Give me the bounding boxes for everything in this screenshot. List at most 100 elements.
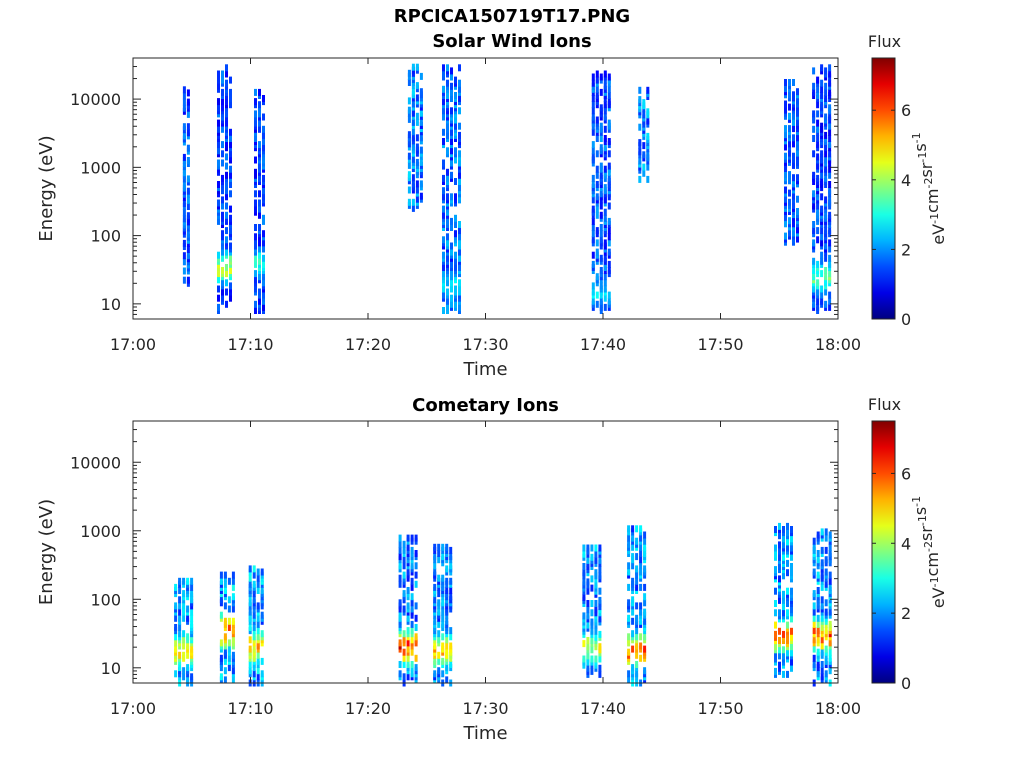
- flux-cell: [778, 575, 781, 583]
- flux-cell: [458, 221, 461, 228]
- flux-cell: [174, 645, 178, 653]
- flux-cell: [182, 86, 186, 94]
- flux-cell: [790, 587, 793, 595]
- flux-cell: [182, 636, 186, 644]
- flux-cell: [248, 667, 252, 675]
- flux-cell: [796, 235, 799, 243]
- flux-cell: [591, 141, 595, 149]
- flux-cell: [174, 602, 178, 610]
- flux-cell: [446, 131, 449, 139]
- flux-cell: [254, 156, 257, 164]
- flux-cell: [828, 88, 832, 96]
- flux-cell: [225, 70, 228, 78]
- flux-cell: [824, 627, 828, 635]
- flux-cell: [607, 73, 611, 81]
- flux-cell: [229, 190, 232, 198]
- flux-cell: [254, 110, 257, 118]
- flux-cell: [820, 583, 824, 591]
- flux-cell: [784, 85, 787, 93]
- flux-cell: [449, 633, 453, 641]
- flux-cell: [816, 125, 820, 133]
- flux-cell: [252, 670, 256, 678]
- flux-cell: [598, 643, 602, 651]
- flux-cell: [450, 88, 453, 96]
- flux-cell: [221, 150, 224, 158]
- flux-cell: [607, 138, 611, 145]
- flux-cell: [786, 544, 789, 552]
- flux-cell: [442, 64, 445, 72]
- flux-cell: [256, 568, 260, 576]
- flux-cell: [442, 205, 445, 213]
- flux-cell: [824, 546, 828, 554]
- flux-cell: [186, 110, 190, 118]
- flux-cell: [225, 171, 228, 179]
- colorbar-tick-label: 2: [901, 604, 911, 623]
- flux-cell: [182, 667, 186, 675]
- flux-cell: [607, 239, 611, 247]
- flux-cell: [454, 147, 457, 155]
- flux-cell: [442, 174, 445, 182]
- flux-cell: [186, 123, 190, 131]
- flux-cell: [828, 211, 832, 219]
- flux-cell: [221, 288, 224, 296]
- flux-cell: [790, 658, 793, 666]
- flux-cell: [458, 227, 461, 235]
- flux-cell: [406, 614, 410, 622]
- flux-cell: [442, 85, 445, 93]
- flux-cell: [778, 627, 781, 635]
- flux-cell: [820, 667, 824, 675]
- flux-cell: [256, 657, 260, 665]
- flux-cell: [433, 553, 437, 561]
- flux-cell: [784, 100, 787, 108]
- flux-cell: [586, 556, 590, 564]
- flux-cell: [627, 583, 631, 591]
- flux-cell: [454, 178, 457, 185]
- flux-cell: [178, 624, 182, 631]
- flux-cell: [594, 556, 598, 564]
- flux-cell: [254, 119, 257, 127]
- flux-cell: [591, 113, 595, 121]
- flux-cell: [828, 165, 832, 173]
- flux-cell: [442, 98, 445, 106]
- flux-cell: [411, 155, 415, 163]
- flux-cell: [820, 673, 824, 681]
- flux-cell: [643, 593, 647, 601]
- flux-cell: [186, 98, 190, 106]
- flux-cell: [406, 534, 410, 542]
- flux-cell: [627, 648, 631, 656]
- x-tick-label: 17:10: [227, 335, 273, 354]
- flux-cell: [442, 187, 445, 195]
- flux-cell: [174, 633, 178, 641]
- flux-cell: [450, 95, 453, 102]
- flux-cell: [445, 664, 449, 672]
- flux-cell: [248, 636, 252, 644]
- flux-cell: [784, 214, 787, 222]
- flux-cell: [178, 596, 182, 604]
- flux-cell: [816, 550, 820, 557]
- flux-cell: [433, 617, 437, 625]
- flux-cell: [782, 572, 785, 580]
- flux-cell: [221, 187, 224, 195]
- flux-cell: [582, 569, 586, 577]
- flux-cell: [824, 165, 828, 173]
- flux-cell: [217, 98, 220, 106]
- flux-cell: [643, 633, 647, 641]
- flux-cell: [219, 596, 223, 604]
- flux-cell: [406, 661, 410, 668]
- flux-cell: [639, 654, 643, 662]
- flux-cell: [595, 92, 599, 99]
- flux-cell: [820, 546, 824, 554]
- flux-cell: [599, 171, 603, 179]
- flux-cell: [227, 645, 231, 653]
- flux-cell: [415, 63, 419, 71]
- flux-cell: [229, 214, 232, 222]
- colorbar: [871, 57, 896, 320]
- flux-cell: [411, 204, 415, 212]
- flux-cell: [828, 79, 832, 87]
- flux-cell: [411, 63, 415, 71]
- axes-box: [132, 420, 839, 684]
- flux-cell: [433, 642, 437, 650]
- flux-cell: [792, 152, 795, 160]
